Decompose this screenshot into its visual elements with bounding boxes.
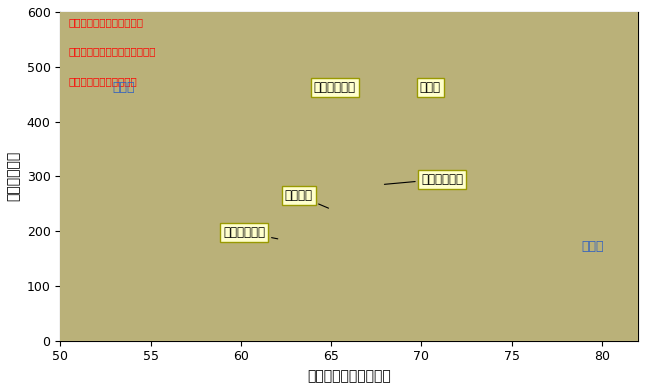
Point (380, 324, 390, 330)
Point (88, 332, 98, 339)
Point (111, 333, 121, 340)
Point (192, 330, 203, 336)
Text: オプテックス: オプテックス (384, 173, 463, 186)
Point (597, 302, 607, 308)
Point (353, 327, 363, 333)
Text: 三菱電機: 三菱電機 (284, 189, 328, 208)
Point (95, 330, 105, 336)
Point (106, 328, 116, 334)
Point (232, 313, 243, 319)
Text: セコム: セコム (420, 81, 441, 94)
Point (322, 335, 333, 341)
Point (479, 304, 490, 310)
Point (470, 277, 481, 284)
Point (230, 331, 241, 337)
Point (263, 333, 273, 340)
Point (66, 333, 76, 340)
Point (268, 331, 279, 337)
Point (299, 335, 309, 341)
Point (308, 335, 318, 341)
Point (299, 285, 309, 292)
Point (407, 321, 417, 328)
Point (506, 331, 517, 337)
Point (165, 334, 175, 340)
Text: 個別力: 個別力 (582, 240, 604, 253)
Point (341, 319, 351, 325)
Text: 日立国際電気: 日立国際電気 (223, 226, 278, 239)
Point (144, 330, 154, 336)
Point (133, 332, 143, 339)
Point (277, 326, 288, 332)
Point (326, 207, 336, 213)
Point (395, 330, 405, 336)
Text: 横軸（最高値）：個別力: 横軸（最高値）：個別力 (69, 76, 137, 86)
Point (252, 335, 263, 341)
Point (281, 257, 291, 263)
Text: 縦軸（権利者スコア）：総合力: 縦軸（権利者スコア）：総合力 (69, 46, 156, 57)
Point (154, 326, 164, 332)
Point (127, 327, 137, 333)
Point (160, 331, 170, 337)
Point (263, 319, 273, 325)
Point (456, 331, 466, 337)
Point (138, 334, 148, 340)
Point (81, 334, 91, 340)
Point (322, 266, 333, 273)
Point (225, 333, 235, 340)
Point (290, 298, 300, 305)
Point (171, 328, 181, 334)
Point (250, 306, 261, 312)
Point (61, 335, 71, 341)
Point (366, 316, 376, 322)
Point (542, 333, 553, 340)
Point (353, 85, 363, 92)
Point (515, 333, 526, 340)
Point (317, 333, 327, 340)
Text: 総合力: 総合力 (112, 81, 135, 94)
Point (187, 333, 197, 340)
Point (246, 333, 257, 340)
Point (176, 332, 186, 339)
Point (443, 326, 453, 332)
Point (257, 330, 268, 336)
Point (293, 328, 304, 334)
Point (312, 327, 322, 333)
Point (241, 327, 252, 333)
Point (524, 330, 535, 336)
Point (579, 328, 589, 334)
Point (219, 328, 230, 334)
Point (122, 335, 132, 341)
Point (235, 334, 246, 340)
Point (420, 92, 430, 98)
Text: 円の大きさ：有効特許件数: 円の大きさ：有効特許件数 (69, 17, 144, 27)
Point (488, 317, 499, 323)
Point (561, 331, 571, 337)
Point (214, 335, 224, 341)
X-axis label: パテントスコア最高値: パテントスコア最高値 (307, 369, 391, 383)
Text: パナソニック: パナソニック (313, 81, 355, 94)
Point (117, 331, 127, 337)
Point (283, 333, 293, 340)
Point (149, 333, 159, 340)
Point (181, 322, 192, 328)
Point (288, 335, 299, 341)
Point (497, 326, 508, 332)
Point (431, 332, 441, 339)
Point (100, 334, 110, 340)
Point (420, 328, 430, 334)
Point (304, 332, 315, 339)
Point (208, 332, 219, 339)
Point (272, 335, 282, 341)
Point (203, 326, 213, 332)
Point (198, 334, 208, 340)
Point (335, 307, 345, 314)
Point (73, 331, 83, 337)
Point (275, 236, 286, 243)
Y-axis label: 権利者スコア: 権利者スコア (7, 151, 21, 202)
Point (366, 181, 376, 188)
